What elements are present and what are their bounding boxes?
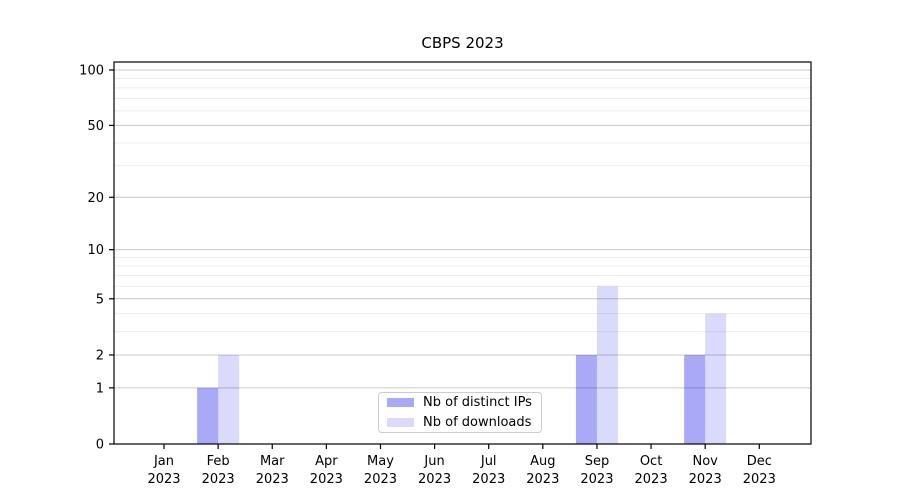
legend-item-downloads: Nb of downloads (387, 415, 533, 430)
x-tick-label-month: Sep (585, 454, 610, 469)
x-tick-label-month: Aug (530, 454, 555, 469)
y-tick-label: 100 (79, 64, 104, 79)
y-tick-label: 0 (96, 438, 104, 453)
y-tick-label: 2 (96, 348, 104, 363)
bars-group (197, 286, 727, 444)
y-tick-label: 50 (87, 119, 104, 134)
x-tick-label-year: 2023 (418, 472, 451, 487)
x-tick-label-month: May (367, 454, 394, 469)
x-tick-label-year: 2023 (689, 472, 722, 487)
chart-title: CBPS 2023 (421, 34, 504, 52)
x-tick-label-month: Oct (640, 454, 662, 469)
x-tick-label-month: Jul (480, 454, 497, 469)
x-tick-label-month: Jun (423, 454, 444, 469)
x-tick-label-year: 2023 (310, 472, 343, 487)
x-axis: Jan 2023 Feb 2023 Mar 2023 Apr 2023 May 2023 Jun 20… (147, 444, 776, 487)
bar-sep-downloads (596, 286, 618, 444)
x-tick-label-month: Dec (747, 454, 772, 469)
bar-nov-distinct-ips (684, 354, 706, 444)
legend-label-downloads: Nb of downloads (423, 415, 532, 430)
gridlines-minor (114, 77, 811, 333)
legend-swatch-downloads (387, 418, 414, 427)
x-tick-label-year: 2023 (202, 472, 235, 487)
x-tick-label-year: 2023 (147, 472, 180, 487)
x-tick-label-month: Jan (153, 454, 174, 469)
gridlines-major (114, 69, 811, 389)
x-tick-label-year: 2023 (743, 472, 776, 487)
x-tick-label-year: 2023 (580, 472, 613, 487)
bar-sep-distinct-ips (575, 354, 597, 444)
x-tick-label-year: 2023 (256, 472, 289, 487)
legend-item-distinct-ips: Nb of distinct IPs (387, 395, 533, 410)
legend-label-distinct-ips: Nb of distinct IPs (423, 395, 532, 410)
x-tick-label-year: 2023 (472, 472, 505, 487)
x-tick-label-year: 2023 (635, 472, 668, 487)
x-tick-label-month: Mar (260, 454, 285, 469)
y-tick-label: 1 (96, 381, 104, 396)
bar-feb-distinct-ips (197, 387, 219, 444)
x-tick-label-year: 2023 (364, 472, 397, 487)
y-tick-label: 20 (87, 191, 104, 206)
x-tick-label-month: Nov (692, 454, 718, 469)
bar-nov-downloads (705, 313, 727, 444)
x-tick-label-month: Feb (207, 454, 230, 469)
x-tick-label-year: 2023 (526, 472, 559, 487)
legend-swatch-distinct-ips (387, 398, 414, 407)
x-tick-label-month: Apr (315, 454, 338, 469)
legend: Nb of distinct IPs Nb of downloads (378, 392, 542, 433)
bar-feb-downloads (218, 354, 240, 444)
plot-frame (113, 61, 812, 445)
y-tick-label: 10 (87, 243, 104, 258)
y-axis: 0 1 2 5 10 20 50 100 (79, 64, 114, 453)
y-tick-label: 5 (96, 292, 104, 307)
